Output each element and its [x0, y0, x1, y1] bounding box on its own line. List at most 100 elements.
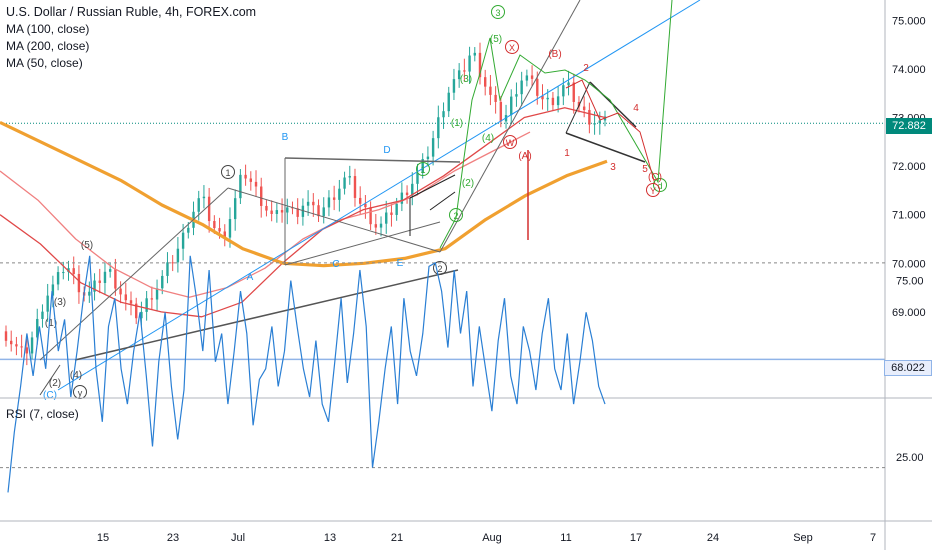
- candle-body: [150, 298, 154, 300]
- wave-label-green: 1: [420, 165, 425, 175]
- candle-body: [473, 52, 476, 56]
- wave-label-green: (2): [462, 178, 474, 189]
- candle-body: [239, 174, 242, 199]
- candle-body: [515, 94, 518, 97]
- price-tick-label: 72.000: [892, 161, 926, 173]
- candle-body: [520, 80, 523, 95]
- candle-body: [348, 176, 351, 178]
- candle-body: [421, 159, 424, 173]
- time-tick-label: 17: [630, 532, 642, 544]
- wave-label-red: 3: [610, 162, 616, 173]
- candle-body: [525, 75, 529, 81]
- wave-label-green: (5): [490, 34, 502, 45]
- candle-body: [223, 231, 226, 238]
- wave-label-blue: A: [247, 272, 254, 283]
- wave-label-grey: (1): [45, 318, 57, 329]
- candle-body: [25, 347, 29, 354]
- wave-label-grey: y: [78, 388, 83, 398]
- candle-body: [327, 197, 331, 208]
- wave-label-blue: (C): [43, 390, 57, 401]
- candle-body: [457, 70, 461, 80]
- candle-body: [312, 201, 315, 206]
- wave-label-red-ring: [646, 183, 660, 197]
- wave-label-grey: 1: [225, 168, 230, 178]
- candle-body: [437, 117, 440, 139]
- candle-body: [405, 192, 409, 196]
- candle-body: [218, 228, 221, 232]
- wave-label-grey: (3): [54, 297, 66, 308]
- legend-ma100: MA (100, close): [6, 22, 90, 36]
- candle-body: [72, 268, 75, 274]
- grey-wave-line: [39, 364, 61, 396]
- candle-body: [442, 111, 445, 118]
- time-tick-label: 15: [97, 532, 109, 544]
- candle-body: [254, 181, 258, 187]
- candle-body: [332, 197, 336, 200]
- wave-label-red: (A): [518, 151, 531, 162]
- candle-body: [452, 79, 456, 93]
- wave-label-blue: C: [332, 259, 339, 270]
- wave-label-green-ring: [653, 178, 667, 192]
- legend-ma50: MA (50, close): [6, 56, 83, 70]
- wave-label-blue: D: [383, 145, 390, 156]
- wave-label-red: 5: [642, 164, 648, 175]
- candle-body: [187, 227, 190, 233]
- time-tick-label: Sep: [793, 532, 813, 544]
- candle-body: [385, 212, 388, 224]
- candle-body: [161, 275, 164, 289]
- triangle-line: [284, 221, 441, 266]
- grey-support-line: [74, 269, 459, 361]
- current-price-tag: 72.882: [886, 118, 932, 134]
- time-tick-label: 7: [870, 532, 876, 544]
- candle-body: [364, 203, 367, 208]
- candle-body: [202, 196, 206, 199]
- candle-body: [98, 280, 101, 283]
- candle-body: [270, 210, 273, 214]
- candle-body: [494, 94, 497, 102]
- wedge-line: [565, 81, 591, 134]
- candle-body: [369, 207, 372, 225]
- wave-label-red: (B): [548, 49, 561, 60]
- wave-label-green: (4): [482, 133, 494, 144]
- candle-body: [478, 52, 482, 78]
- wave-label-red-ring: [505, 40, 519, 54]
- wave-label-red: (C): [648, 172, 662, 183]
- wave-label-red: 1: [564, 148, 570, 159]
- candle-body: [114, 269, 117, 289]
- wave-label-red: Y: [650, 186, 656, 196]
- candle-body: [400, 192, 404, 204]
- candle-body: [395, 203, 398, 215]
- price-tick-label: 75.000: [892, 15, 926, 27]
- candle-body: [145, 298, 148, 312]
- wave-label-grey: (5): [81, 240, 93, 251]
- grey-channel-line: [39, 187, 229, 361]
- wave-label-blue: E: [397, 258, 404, 269]
- candle-body: [322, 207, 325, 217]
- candle-body: [588, 109, 591, 125]
- wave-label-green-ring: [416, 162, 430, 176]
- legend-ma200: MA (200, close): [6, 39, 90, 53]
- candle-body: [207, 196, 211, 222]
- candle-body: [124, 294, 127, 301]
- candle-body: [510, 96, 513, 116]
- candle-body: [41, 311, 44, 319]
- candle-body: [416, 172, 419, 184]
- candle-body: [36, 318, 39, 338]
- candle-body: [233, 198, 237, 220]
- price-tick-label: 74.000: [892, 64, 926, 76]
- candle-body: [572, 82, 575, 102]
- candle-body: [108, 269, 112, 272]
- wedge-line: [565, 132, 646, 163]
- wave-label-green: 3: [495, 8, 500, 18]
- candle-body: [77, 273, 81, 293]
- candle-body: [51, 284, 55, 296]
- candle-body: [88, 291, 91, 296]
- candle-body: [135, 303, 138, 319]
- candle-body: [541, 95, 544, 100]
- candle-body: [213, 221, 216, 229]
- wave-label-blue: B: [282, 132, 289, 143]
- candle-body: [536, 78, 539, 96]
- wave-label-grey: 2: [437, 264, 442, 274]
- candle-body: [343, 177, 346, 189]
